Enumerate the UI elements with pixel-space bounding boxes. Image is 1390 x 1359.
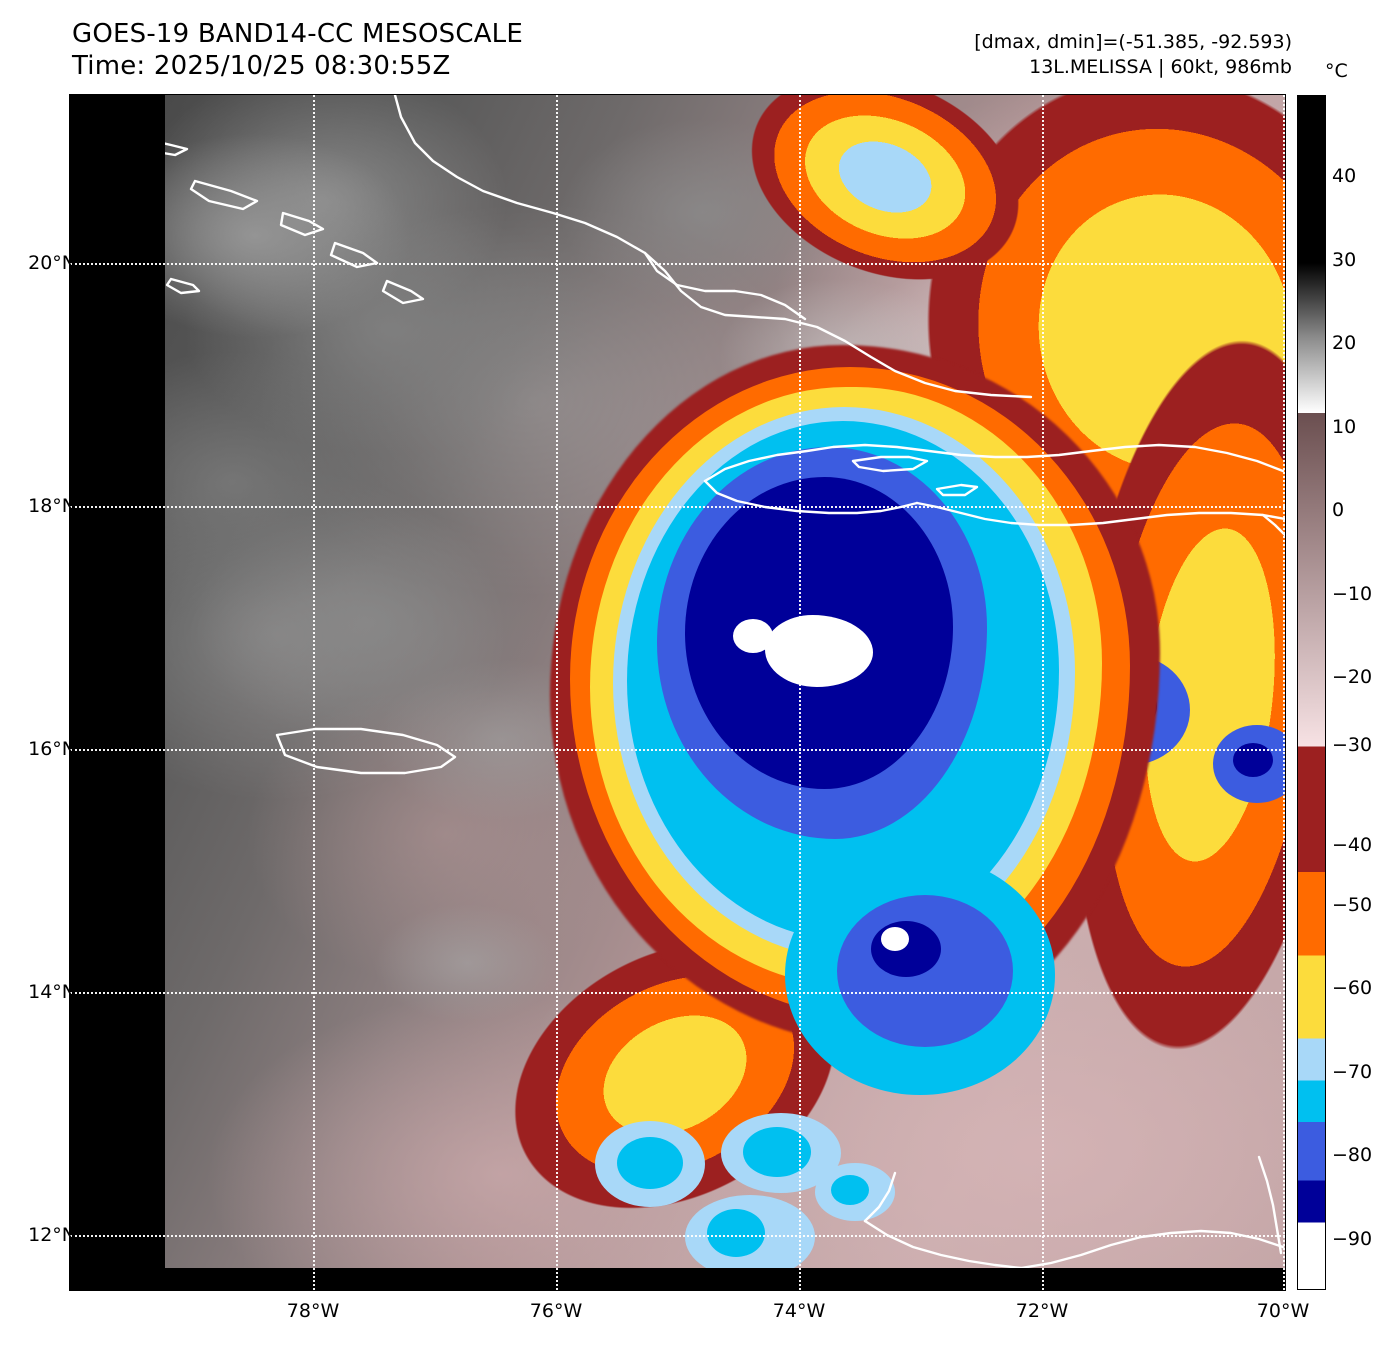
gridline-lat-14 (70, 992, 1285, 994)
colorbar-tick-m40: −40 (1332, 834, 1373, 856)
southern-core-4-cyan (831, 1175, 869, 1205)
gridline-lat-12 (70, 1235, 1285, 1237)
colorbar-tick-m50: −50 (1332, 894, 1373, 916)
colorbar-tick-m80: −80 (1332, 1144, 1373, 1166)
gridline-lon-72 (1042, 95, 1044, 1290)
colorbar-tick-10: 10 (1332, 416, 1357, 438)
overshooting-top-main (765, 615, 873, 687)
inner-south-overshoot (881, 927, 909, 951)
colorbar (1297, 95, 1326, 1290)
coastline-overlay (165, 95, 1285, 1268)
lat-label-20: 20°N (28, 252, 76, 274)
lon-label-70: 70°W (1256, 1300, 1310, 1322)
lon-label-74: 74°W (772, 1300, 826, 1322)
lat-label-18: 18°N (28, 495, 76, 517)
chart-metadata: [dmax, dmin]=(-51.385, -92.593) 13L.MELI… (974, 30, 1292, 80)
colorbar-tick-m70: −70 (1332, 1061, 1373, 1083)
data-range-annotation: [dmax, dmin]=(-51.385, -92.593) (974, 31, 1292, 53)
overshooting-top-secondary (733, 619, 773, 653)
storm-annotation: 13L.MELISSA | 60kt, 986mb (1029, 56, 1292, 78)
colorbar-tick-m30: −30 (1332, 734, 1373, 756)
southern-core-3-cyan (707, 1209, 765, 1257)
chart-title-line1: GOES-19 BAND14-CC MESOSCALE (72, 19, 523, 49)
gridline-lat-20 (70, 263, 1285, 265)
inner-south-navy (871, 921, 941, 977)
lon-label-72: 72°W (1015, 1300, 1069, 1322)
colorbar-tick-m20: −20 (1332, 666, 1373, 688)
gridline-lat-18 (70, 506, 1285, 508)
colorbar-tick-20: 20 (1332, 332, 1357, 354)
gridline-lon-70 (1283, 95, 1285, 1290)
colorbar-tick-m10: −10 (1332, 583, 1373, 605)
satellite-image-plot: Copyright © 2020-2025 Dapiya (70, 95, 1285, 1290)
gridline-lat-16 (70, 749, 1285, 751)
lon-label-76: 76°W (529, 1300, 583, 1322)
eastern-cell2-navy (1233, 743, 1273, 777)
colorbar-tick-m90: −90 (1332, 1228, 1373, 1250)
chart-timestamp: Time: 2025/10/25 08:30:55Z (72, 51, 451, 81)
colorbar-unit-label: °C (1325, 60, 1348, 82)
colorbar-tick-30: 30 (1332, 249, 1357, 271)
gridline-lon-74 (799, 95, 801, 1290)
gridline-lon-78 (313, 95, 315, 1290)
colorbar-tick-m60: −60 (1332, 977, 1373, 999)
chart-title: GOES-19 BAND14-CC MESOSCALE Time: 2025/1… (72, 18, 523, 82)
lat-label-12: 12°N (28, 1224, 76, 1246)
colorbar-tick-0: 0 (1332, 499, 1345, 521)
southern-core-1-cyan (617, 1137, 683, 1189)
satellite-data-swath (165, 95, 1285, 1268)
lat-label-16: 16°N (28, 738, 76, 760)
gridline-lon-76 (556, 95, 558, 1290)
colorbar-gradient (1298, 96, 1325, 1289)
lat-label-14: 14°N (28, 981, 76, 1003)
lon-label-78: 78°W (286, 1300, 340, 1322)
colorbar-tick-40: 40 (1332, 165, 1357, 187)
